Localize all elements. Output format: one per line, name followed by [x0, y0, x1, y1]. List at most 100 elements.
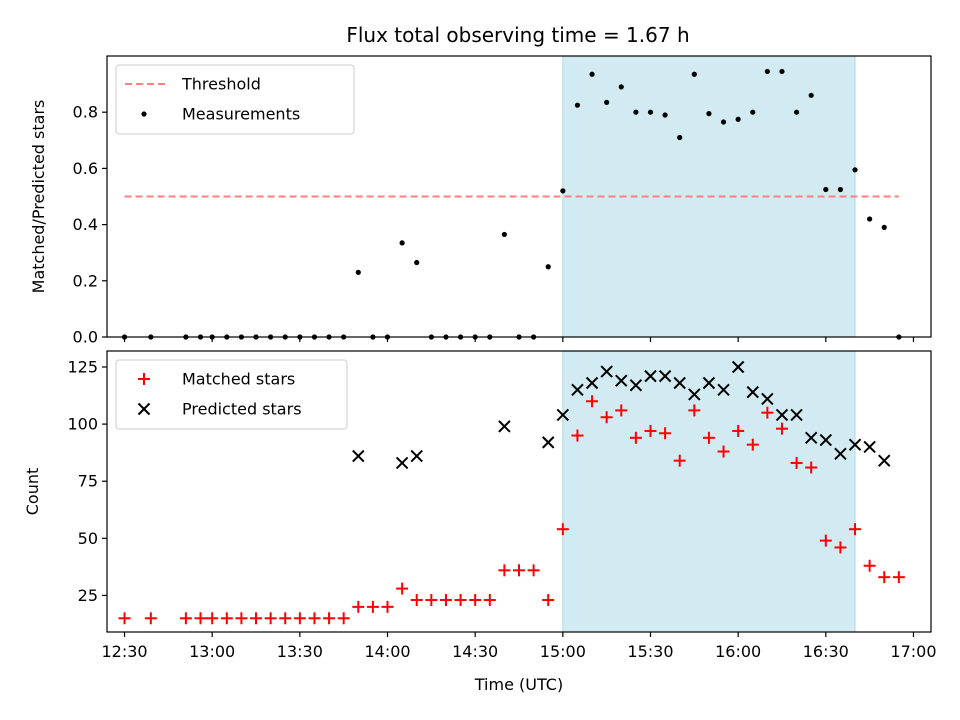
data-point-matched: [206, 612, 219, 625]
y-tick-label: 0.0: [73, 328, 98, 347]
data-point-matched: [805, 461, 818, 474]
data-point-matched: [892, 571, 905, 584]
data-point-matched: [235, 612, 248, 625]
legend-item-measurements: Measurements: [141, 105, 300, 124]
data-point-predicted: [688, 388, 701, 401]
data-point-matched: [352, 600, 365, 613]
data-point-matched: [179, 612, 192, 625]
data-point-predicted: [673, 376, 686, 390]
data-point-matched: [571, 429, 584, 442]
data-point: [647, 109, 654, 115]
data-point: [735, 116, 741, 122]
data-point-predicted: [878, 454, 891, 467]
data-point-predicted: [761, 392, 774, 406]
data-point-matched: [615, 404, 628, 417]
data-point: [501, 231, 507, 238]
legend-measurements-swatch: [141, 111, 147, 117]
data-point-matched: [527, 564, 540, 577]
data-point: [867, 216, 873, 222]
data-point-matched: [483, 594, 496, 607]
data-point-matched: [556, 523, 569, 536]
x-tick-label: 15:30: [627, 642, 673, 661]
legend-item-predicted: Predicted stars: [137, 400, 302, 419]
legend-item-threshold: Threshold: [125, 75, 261, 94]
data-point: [399, 240, 405, 246]
x-tick-label: 15:00: [540, 642, 586, 661]
data-point-matched: [761, 406, 774, 419]
data-point-matched: [834, 541, 847, 554]
y-tick-label: 0.4: [73, 215, 98, 234]
data-point-predicted: [790, 408, 803, 422]
data-point-matched: [381, 600, 394, 613]
y-tick-label: 100: [67, 415, 98, 434]
data-point-predicted: [717, 383, 730, 397]
data-point-matched: [819, 534, 832, 547]
data-point-predicted: [498, 420, 511, 433]
x-tick-label: 12:30: [101, 642, 147, 661]
data-point-predicted: [848, 438, 862, 451]
data-point-predicted: [775, 408, 789, 422]
data-point: [618, 84, 624, 90]
data-point-matched: [673, 454, 686, 467]
y-tick-label: 0.8: [73, 103, 98, 122]
data-point: [633, 109, 639, 115]
legend-label-matched: Matched stars: [182, 370, 295, 389]
data-point-matched: [790, 456, 803, 469]
y-tick-label: 50: [78, 529, 98, 548]
data-point: [589, 71, 595, 77]
data-point-matched: [717, 445, 730, 458]
data-point-predicted: [352, 449, 365, 463]
data-point-matched: [878, 571, 891, 584]
data-point-predicted: [556, 408, 570, 422]
y-tick-label: 0.2: [73, 271, 98, 290]
data-point: [414, 259, 420, 266]
data-point-matched: [366, 600, 379, 613]
legend-label-measurements: Measurements: [182, 105, 300, 124]
data-point-matched: [410, 594, 423, 607]
data-point-predicted: [819, 433, 833, 447]
data-point-matched: [498, 564, 511, 577]
x-tick-label: 16:30: [803, 642, 849, 661]
data-point-matched: [144, 612, 157, 625]
y-tick-label: 125: [67, 357, 98, 376]
data-point-predicted: [746, 385, 759, 399]
data-point-matched: [469, 594, 482, 607]
legend-item-matched: Matched stars: [138, 370, 295, 389]
axes-frame: [106, 55, 932, 338]
data-point: [750, 109, 756, 115]
x-tick-label: 13:00: [189, 642, 235, 661]
panel-count: 25 50 75 100 125 12:30 13:00 13:30 14:00 14:30 15…: [23, 350, 937, 694]
data-point-matched: [425, 594, 438, 607]
data-point-predicted: [731, 360, 745, 374]
data-point: [823, 186, 829, 193]
data-point: [852, 167, 858, 173]
y-axis-label: Count: [23, 468, 42, 516]
data-point-matched: [439, 594, 452, 607]
data-point: [720, 119, 727, 125]
data-point-predicted: [629, 379, 643, 392]
data-point-matched: [194, 612, 207, 625]
data-point: [881, 224, 887, 231]
data-point-predicted: [395, 456, 409, 470]
data-point-matched: [732, 424, 745, 437]
data-point: [604, 99, 610, 105]
legend-box: [115, 64, 355, 135]
data-point-matched: [293, 612, 306, 625]
data-point-predicted: [571, 383, 584, 397]
data-point: [677, 134, 683, 141]
panel-ratio: 0.00.20.40.60.8 Matched/Predicted stars …: [29, 55, 932, 347]
data-point-matched: [702, 431, 715, 444]
data-point-predicted: [600, 365, 613, 378]
data-point: [691, 71, 697, 77]
data-point-matched: [264, 612, 277, 625]
data-point: [793, 109, 800, 115]
data-point-matched: [513, 564, 525, 577]
legend-label-predicted: Predicted stars: [182, 400, 302, 419]
mark-layer: [121, 68, 902, 340]
y-tick-label: 75: [78, 472, 98, 491]
y-tick-label: 25: [78, 586, 98, 605]
data-point-predicted: [615, 374, 628, 387]
data-point: [574, 102, 581, 108]
data-point: [355, 269, 361, 275]
x-axis: 12:30 13:00 13:30 14:00 14:30 15:00 15:30 16:00…: [101, 632, 937, 661]
